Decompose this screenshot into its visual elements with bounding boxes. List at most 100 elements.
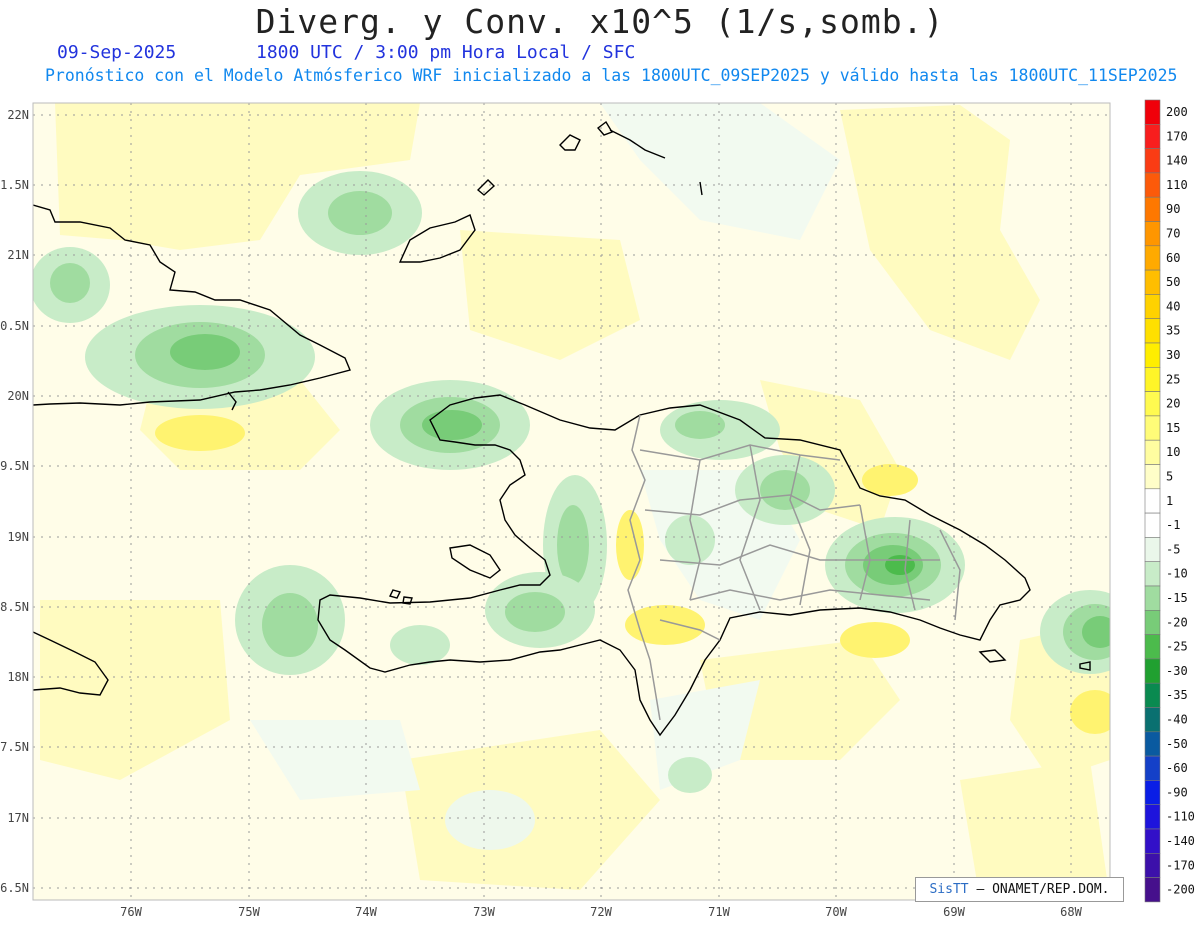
colorbar-swatch — [1144, 634, 1161, 660]
colorbar-label: -170 — [1166, 858, 1195, 872]
lat-label: 22N — [7, 108, 29, 122]
colorbar-swatch — [1144, 755, 1161, 781]
colorbar-label: 140 — [1166, 154, 1188, 168]
lon-label: 70W — [825, 905, 847, 919]
valid-time: 1800 UTC / 3:00 pm Hora Local / SFC — [256, 42, 636, 63]
colorbar-swatch — [1144, 731, 1161, 757]
lat-label: 9.5N — [0, 459, 29, 473]
colorbar-label: 1 — [1166, 494, 1173, 508]
colorbar-label: -50 — [1166, 737, 1188, 751]
lat-label: 1.5N — [0, 178, 29, 192]
colorbar-label: 90 — [1166, 202, 1180, 216]
colorbar-label: -10 — [1166, 567, 1188, 581]
colorbar-label: -140 — [1166, 834, 1195, 848]
colorbar-swatch — [1144, 537, 1161, 563]
colorbar-swatch — [1144, 99, 1161, 125]
colorbar-swatch — [1144, 124, 1161, 149]
colorbar-swatch — [1144, 221, 1161, 247]
lat-label: 7.5N — [0, 740, 29, 754]
colorbar-swatch — [1144, 828, 1161, 854]
colorbar-swatch — [1144, 512, 1161, 538]
lat-label: 0.5N — [0, 319, 29, 333]
lon-label: 69W — [943, 905, 965, 919]
lon-label: 71W — [708, 905, 730, 919]
colorbar-label: 30 — [1166, 348, 1180, 362]
lon-label: 74W — [355, 905, 377, 919]
colorbar-swatch — [1144, 342, 1161, 368]
province-borders — [627, 414, 961, 721]
colorbar-swatch — [1144, 780, 1161, 806]
colorbar-swatch — [1144, 245, 1161, 271]
forecast-note: Pronóstico con el Modelo Atmósferico WRF… — [45, 66, 1178, 85]
colorbar-swatch — [1144, 318, 1161, 344]
colorbar-label: -200 — [1166, 883, 1195, 897]
colorbar-swatch — [1144, 391, 1161, 417]
lat-label: 17N — [7, 811, 29, 825]
colorbar-label: 15 — [1166, 421, 1180, 435]
colorbar-swatch — [1144, 488, 1161, 514]
colorbar-swatch — [1144, 196, 1161, 222]
colorbar-label: 25 — [1166, 372, 1180, 386]
map-title: Diverg. y Conv. x10^5 (1/s,somb.) — [255, 2, 945, 41]
colorbar-label: 110 — [1166, 178, 1188, 192]
colorbar-label: -60 — [1166, 761, 1188, 775]
colorbar-swatch — [1144, 682, 1161, 708]
latitude-labels: 22N 1.5N 21N 0.5N 20N 9.5N 19N 8.5N 18N … — [0, 108, 29, 895]
colorbar-swatch — [1144, 172, 1161, 198]
colorbar-label: 10 — [1166, 445, 1180, 459]
colorbar-label: 5 — [1166, 470, 1173, 484]
colorbar-swatch — [1144, 366, 1161, 392]
colorbar-swatch — [1144, 464, 1161, 490]
credit-text: – ONAMET/REP.DOM. — [968, 882, 1110, 897]
colorbar-label: 170 — [1166, 129, 1188, 143]
lat-label: 19N — [7, 530, 29, 544]
lat-label: 18N — [7, 670, 29, 684]
colorbar-label: 60 — [1166, 251, 1180, 265]
colorbar-label: -20 — [1166, 615, 1188, 629]
credit-brand: SisTT — [929, 882, 969, 897]
colorbar-label: -15 — [1166, 591, 1188, 605]
lat-label: 20N — [7, 389, 29, 403]
colorbar-swatch — [1144, 852, 1161, 878]
colorbar-label: -30 — [1166, 664, 1188, 678]
colorbar-swatch — [1144, 609, 1161, 635]
colorbar-swatch — [1144, 585, 1161, 611]
colorbar-label: -35 — [1166, 688, 1188, 702]
lon-label: 73W — [473, 905, 495, 919]
colorbar-label: -1 — [1166, 518, 1180, 532]
longitude-labels: 76W 75W 74W 73W 72W 71W 70W 69W 68W — [120, 905, 1082, 919]
colorbar-swatch — [1144, 658, 1161, 684]
colorbar-label: 70 — [1166, 227, 1180, 241]
colorbar: 200 170 140 110 90 70 60 50 40 35 30 25 20 15 10 5 1 -1 -5… — [1144, 99, 1195, 903]
lat-label: 8.5N — [0, 600, 29, 614]
forecast-date: 09-Sep-2025 — [57, 42, 177, 63]
colorbar-swatch — [1144, 415, 1161, 441]
colorbar-swatch — [1144, 877, 1161, 903]
colorbar-swatch — [1144, 294, 1161, 319]
colorbar-swatch — [1144, 148, 1161, 174]
colorbar-label: -5 — [1166, 542, 1180, 556]
colorbar-label: -40 — [1166, 713, 1188, 727]
colorbar-label: -25 — [1166, 640, 1188, 654]
map-frame — [32, 102, 1111, 901]
colorbar-swatch — [1144, 561, 1161, 587]
colorbar-label: -90 — [1166, 785, 1188, 799]
colorbar-label: 200 — [1166, 105, 1188, 119]
colorbar-swatch — [1144, 804, 1161, 830]
lon-label: 68W — [1060, 905, 1082, 919]
colorbar-label: 35 — [1166, 324, 1180, 338]
lon-label: 72W — [590, 905, 612, 919]
colorbar-swatch — [1144, 707, 1161, 733]
lon-label: 76W — [120, 905, 142, 919]
lat-label: 21N — [7, 248, 29, 262]
colorbar-swatch — [1144, 439, 1161, 465]
colorbar-label: -110 — [1166, 810, 1195, 824]
credit-box: SisTT – ONAMET/REP.DOM. — [915, 877, 1124, 902]
colorbar-label: 40 — [1166, 299, 1180, 313]
colorbar-label: 50 — [1166, 275, 1180, 289]
colorbar-label: 20 — [1166, 397, 1180, 411]
lat-label: 6.5N — [0, 881, 29, 895]
coastlines — [33, 120, 1091, 737]
colorbar-swatch — [1144, 269, 1161, 295]
